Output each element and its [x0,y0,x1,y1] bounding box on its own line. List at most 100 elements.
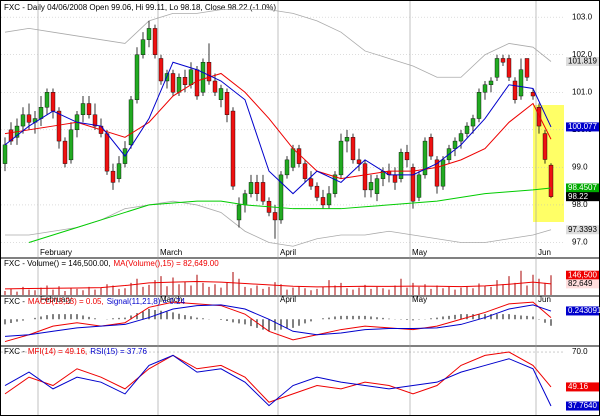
y-tick-label: 101.0 [572,87,593,96]
candle-body [110,170,116,183]
candle-body [224,92,230,115]
panel-title-part: FXC - Volume() = 146,500.00, [4,259,111,268]
chart-title: FXC - Daily 04/06/2008 Open 99.06, Hi 99… [4,3,276,12]
value-box-label: 100.077 [568,122,597,131]
candle-body [488,80,494,85]
candle-body [8,129,14,142]
candle-body [86,103,92,115]
panel-title-part: MA(Volume(),15) = 82,649.00 [114,259,220,268]
value-box-label: 98.4507 [568,183,597,192]
candle-body [320,197,326,206]
candle-body [476,92,482,119]
value-box [566,270,599,280]
macd-line [4,301,552,343]
value-box [566,57,599,67]
candle-body [392,174,398,183]
moving-average [4,61,552,195]
x-tick-label: May [412,295,427,304]
panel-title: FXC - MFI(14) = 49.16, RSI(15) = 37.76 [4,347,148,356]
candle-body [284,159,290,176]
value-box-label: 82,649 [568,279,593,288]
value-box-label: 0.243091 [568,306,600,315]
candle-body [230,110,236,187]
x-tick-label: March [160,248,182,257]
value-box [566,279,599,289]
candle-body [410,167,416,202]
candle-body [152,28,158,55]
panel-title-part: RSI(15) = 37.76 [90,347,147,356]
candle-body [92,114,98,127]
moving-average [28,187,552,243]
candle-body [236,204,242,221]
candle-body [170,73,176,93]
candle-body [56,110,62,142]
candle-body [38,107,44,119]
candle-body [332,174,338,194]
value-box [566,183,599,193]
candle-body [302,163,308,179]
candle-body [494,58,500,78]
y-tick-label: 98.0 [572,200,588,209]
oscillator-line [4,351,552,403]
candle-body [80,103,86,115]
candle-body [422,140,428,176]
candle-body [176,77,182,93]
candle-body [188,69,194,85]
value-box [566,382,599,392]
x-tick-label: February [40,295,72,304]
candle-body [26,114,32,123]
y-tick-label: 103.0 [572,12,593,21]
candle-body [140,39,146,55]
moving-average [4,72,552,180]
candle-body [206,62,212,82]
y-tick-label: 102.0 [572,50,593,59]
candle-body [128,99,134,146]
candle-body [356,159,362,164]
candle-body [44,92,50,108]
candle-body [512,80,518,100]
candle-body [278,174,284,221]
candle-body [482,84,488,93]
panel-title: FXC - Volume() = 146,500.00, MA(Volume(),… [4,259,219,268]
candle-body [530,92,536,97]
candle-body [542,133,548,160]
candle-body [416,174,422,198]
value-box-label: 146,500 [568,270,597,279]
candle-body [398,152,404,179]
value-box [566,122,599,132]
candle-body [212,80,218,93]
candle-body [50,92,56,112]
candle-body [344,137,350,142]
candle-body [62,140,68,164]
candle-body [374,178,380,194]
candle-body [506,58,512,78]
candle-body [470,118,476,127]
candle-body [260,182,266,202]
candle-body [404,152,410,161]
panel-title-part: MFI(14) = 49.16, [28,347,87,356]
candle-body [20,114,26,127]
candle-body [464,125,470,134]
panel-title-part: MACD(13,23) = 0.05, [28,297,104,306]
candle-body [146,28,152,40]
candle-body [536,107,542,127]
candle-body [104,133,110,172]
candle-body [458,133,464,142]
candle-body [368,182,374,191]
value-box-label: 97.3393 [568,225,597,234]
x-tick-label: February [40,248,72,257]
candle-body [548,164,554,197]
candle-body [218,88,224,100]
candle-body [452,140,458,149]
panel-title-part: Signal(11,21,8) = 0.24 [107,297,186,306]
candle-body [524,58,530,78]
candle-body [254,182,260,194]
value-box [566,192,599,202]
candle-body [500,58,506,63]
x-tick-label: May [412,248,427,257]
candle-body [200,62,206,93]
y-tick-label: 70.0 [572,347,588,356]
candle-body [242,193,248,206]
candle-body [158,58,164,82]
